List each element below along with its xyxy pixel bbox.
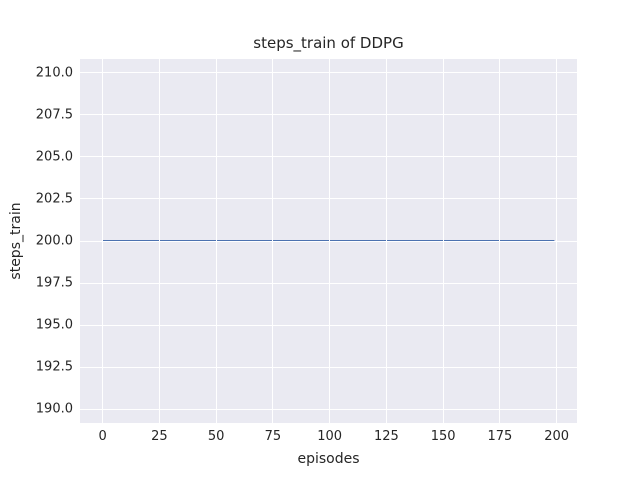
vertical-gridline [499,59,501,423]
horizontal-gridline [80,324,577,326]
x-tick-label: 75 [264,429,282,444]
vertical-gridline [329,59,331,423]
y-tick-label: 200.0 [35,233,73,249]
horizontal-gridline [80,240,577,242]
x-tick-label: 50 [207,429,225,444]
x-tick-label: 100 [317,429,343,444]
horizontal-gridline [80,408,577,410]
y-tick-label: 205.0 [35,149,73,165]
x-tick-label: 200 [544,429,570,444]
x-tick-label: 150 [430,429,456,444]
y-tick-label: 207.5 [35,107,73,123]
y-tick-label: 195.0 [35,317,73,333]
vertical-gridline [272,59,274,423]
x-tick-label: 25 [151,429,168,444]
y-tick-label: 197.5 [35,275,73,291]
y-tick-label: 190.0 [35,401,73,417]
horizontal-gridline [80,72,577,74]
horizontal-gridline [80,366,577,368]
y-tick-label: 192.5 [35,359,73,375]
x-tick-label: 125 [373,429,399,444]
y-tick-label: 202.5 [35,191,73,207]
vertical-gridline [158,59,160,423]
x-tick-label: 0 [98,429,107,444]
chart-title: steps_train of DDPG [253,34,404,52]
y-tick-label: 210.0 [35,65,73,81]
vertical-gridline [556,59,558,423]
plot-area [80,59,577,423]
x-tick-label: 175 [487,429,513,444]
vertical-gridline [442,59,444,423]
vertical-gridline [385,59,387,423]
vertical-gridline [215,59,217,423]
horizontal-gridline [80,282,577,284]
x-axis-label: episodes [297,451,360,467]
horizontal-gridline [80,198,577,200]
horizontal-gridline [80,156,577,158]
horizontal-gridline [80,114,577,116]
vertical-gridline [102,59,104,423]
